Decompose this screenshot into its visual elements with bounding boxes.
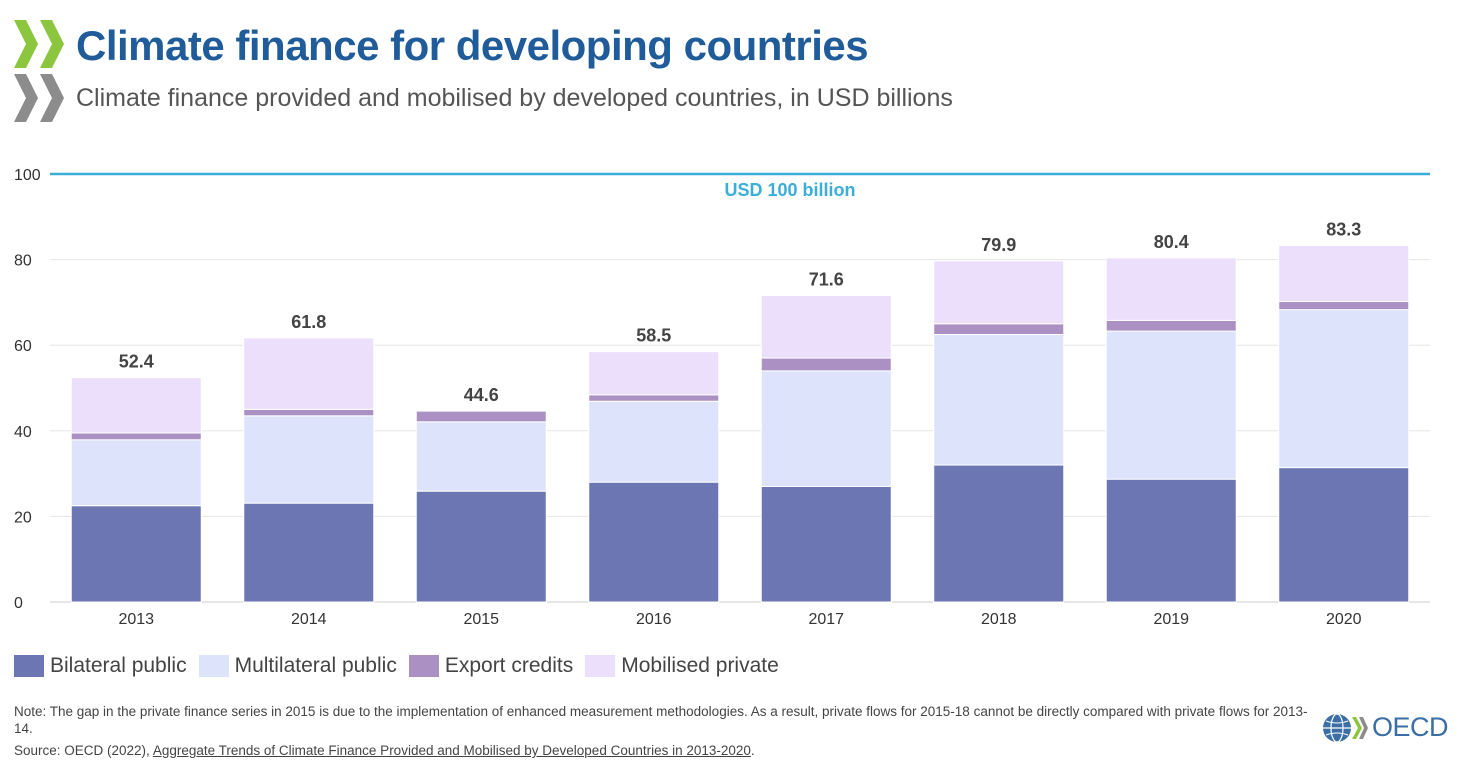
x-tick-label: 2015 bbox=[463, 611, 499, 628]
chart-source: Source: OECD (2022), Aggregate Trends of… bbox=[14, 742, 755, 759]
bar-segment-export bbox=[933, 323, 1065, 336]
legend-swatch-bilateral bbox=[14, 655, 44, 677]
source-link[interactable]: Aggregate Trends of Climate Finance Prov… bbox=[152, 743, 751, 758]
bar-segment-private bbox=[243, 337, 375, 410]
bar-segment-export bbox=[1105, 319, 1237, 332]
page-title: Climate finance for developing countries bbox=[76, 22, 869, 69]
y-tick-label: 40 bbox=[14, 424, 32, 441]
x-tick-label: 2017 bbox=[808, 611, 844, 628]
legend-label: Multilateral public bbox=[234, 654, 397, 677]
bar-segment-multilateral bbox=[1105, 330, 1237, 480]
bar-segment-bilateral bbox=[1278, 467, 1410, 603]
bar-segment-private bbox=[1105, 257, 1237, 321]
stacked-bar-chart: 0 20 40 60 80 100 USD 100 billion 52.4 2013 61.8 2… bbox=[14, 167, 1430, 628]
bar-total-label: 80.4 bbox=[1154, 232, 1189, 252]
oecd-logo[interactable]: OECD bbox=[1322, 712, 1449, 743]
y-tick-label: 60 bbox=[14, 338, 32, 355]
legend-label: Mobilised private bbox=[621, 654, 779, 677]
bar-segment-bilateral bbox=[415, 490, 547, 603]
bar-segment-multilateral bbox=[1278, 309, 1410, 469]
source-prefix: Source: OECD (2022), bbox=[14, 743, 153, 758]
legend-item-bilateral[interactable]: Bilateral public bbox=[14, 654, 187, 678]
legend-swatch-export-credits bbox=[408, 655, 439, 677]
bar-segment-export bbox=[1278, 301, 1410, 311]
bar-total-label: 83.3 bbox=[1326, 219, 1361, 239]
legend-swatch-multilateral bbox=[198, 655, 229, 677]
legend-item-multilateral[interactable]: Multilateral public bbox=[198, 654, 397, 678]
bar-total-label: 52.4 bbox=[119, 352, 154, 372]
oecd-chevron-icon bbox=[14, 20, 64, 122]
bar-segment-private bbox=[933, 260, 1065, 325]
bar-total-label: 71.6 bbox=[809, 270, 844, 290]
bar-segment-bilateral bbox=[243, 502, 375, 603]
page-subtitle: Climate finance provided and mobilised b… bbox=[76, 84, 953, 112]
legend-swatch-private bbox=[585, 655, 616, 677]
chart-legend: Bilateral public Multilateral public Exp… bbox=[14, 654, 791, 678]
bar-segment-export bbox=[588, 394, 720, 402]
x-tick-label: 2019 bbox=[1153, 611, 1189, 628]
bar-total-label: 44.6 bbox=[464, 385, 499, 405]
bar-segment-multilateral bbox=[415, 421, 547, 492]
bar-total-label: 79.9 bbox=[981, 235, 1016, 255]
bar-segment-private bbox=[760, 295, 892, 359]
x-tick-label: 2013 bbox=[118, 611, 154, 628]
bar-segment-bilateral bbox=[760, 485, 892, 603]
chart-note: Note: The gap in the private finance ser… bbox=[14, 704, 1308, 736]
bar-segment-multilateral bbox=[760, 370, 892, 487]
y-tick-label: 100 bbox=[14, 167, 41, 184]
bar-total-label: 58.5 bbox=[636, 326, 671, 346]
bar-segment-multilateral bbox=[588, 400, 720, 483]
y-tick-label: 80 bbox=[14, 253, 32, 270]
legend-label: Bilateral public bbox=[50, 654, 187, 677]
bar-segment-multilateral bbox=[243, 415, 375, 504]
legend-label: Export credits bbox=[444, 654, 574, 677]
x-tick-label: 2020 bbox=[1326, 611, 1362, 628]
oecd-wordmark: OECD bbox=[1372, 712, 1449, 742]
bar-segment-private bbox=[1278, 244, 1410, 303]
bar-segment-export bbox=[415, 410, 547, 423]
globe-icon bbox=[1323, 712, 1351, 743]
bar-segment-multilateral bbox=[933, 334, 1065, 466]
y-tick-label: 20 bbox=[14, 509, 32, 526]
bar-segment-export bbox=[243, 408, 375, 417]
bar-total-label: 61.8 bbox=[291, 312, 326, 332]
bar-segment-bilateral bbox=[70, 505, 202, 603]
legend-item-export-credits[interactable]: Export credits bbox=[408, 654, 574, 678]
bar-segment-export bbox=[760, 357, 892, 372]
bar-segment-bilateral bbox=[588, 481, 720, 603]
bar-segment-private bbox=[70, 377, 202, 434]
x-tick-label: 2014 bbox=[291, 611, 327, 628]
oecd-chevron-small-icon bbox=[1352, 716, 1368, 739]
bar-segment-multilateral bbox=[70, 439, 202, 507]
y-tick-label: 0 bbox=[14, 595, 23, 612]
x-tick-label: 2018 bbox=[981, 611, 1017, 628]
bar-segment-bilateral bbox=[1105, 478, 1237, 603]
source-suffix: . bbox=[750, 743, 755, 758]
target-line-label: USD 100 billion bbox=[724, 180, 855, 200]
bar-segment-export bbox=[70, 432, 202, 441]
legend-item-private[interactable]: Mobilised private bbox=[585, 654, 779, 678]
bar-segment-bilateral bbox=[933, 464, 1065, 603]
bar-segment-private bbox=[588, 351, 720, 396]
x-tick-label: 2016 bbox=[636, 611, 672, 628]
